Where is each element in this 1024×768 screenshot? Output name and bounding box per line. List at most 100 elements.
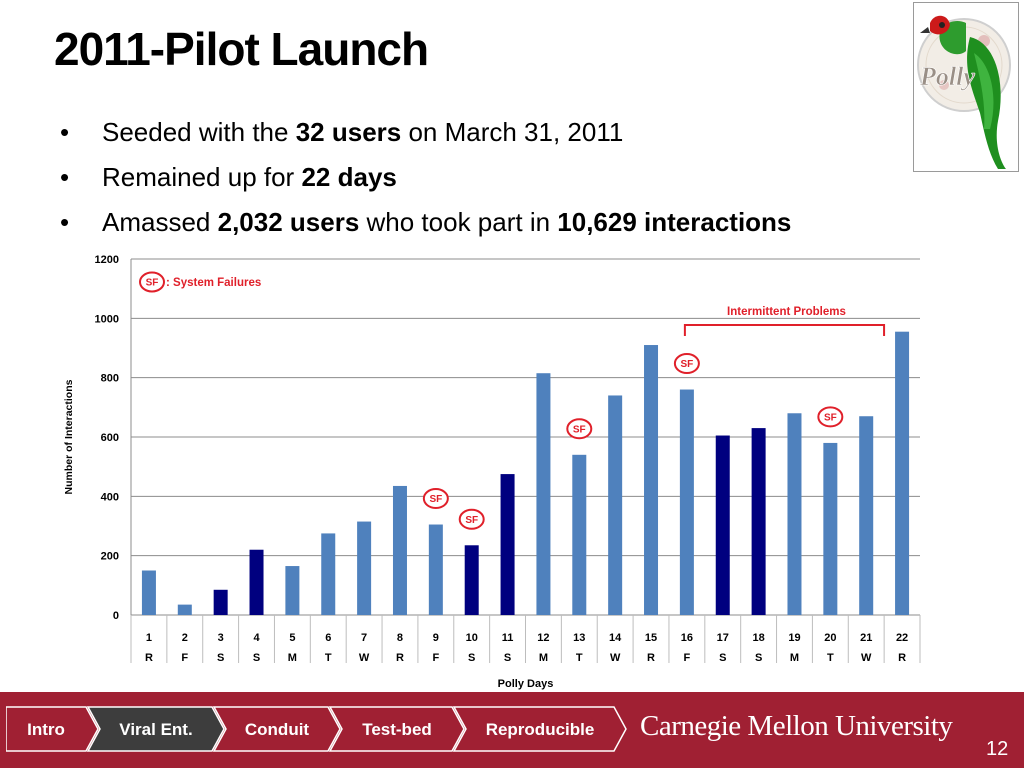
- bullet-marker: •: [60, 117, 70, 147]
- weekday-label: S: [719, 652, 726, 664]
- bar: [249, 549, 264, 615]
- x-tick-label: 15: [645, 632, 657, 644]
- weekday-label: F: [432, 652, 439, 664]
- bullet-marker: •: [60, 162, 70, 192]
- breadcrumb-label: Viral Ent.: [119, 720, 192, 739]
- annotation-bracket: [683, 324, 886, 336]
- weekday-label: F: [684, 652, 691, 664]
- annotation-text: Intermittent Problems: [727, 306, 846, 318]
- breadcrumb-chevron: [6, 706, 99, 752]
- polly-logo: Polly: [913, 2, 1019, 172]
- weekday-label: M: [288, 652, 297, 664]
- system-failure-badge: [566, 418, 593, 440]
- bar: [392, 485, 407, 615]
- system-failure-badge: [458, 508, 485, 530]
- system-failure-badge: [673, 353, 700, 375]
- bar: [536, 373, 551, 615]
- y-axis-label: Number of Interactions: [63, 379, 75, 494]
- bullet-item: • Amassed 2,032 users who took part in 10…: [60, 200, 791, 245]
- breadcrumb-item-intro[interactable]: Intro: [6, 706, 99, 752]
- x-tick-label: 9: [433, 632, 439, 644]
- weekday-label: S: [468, 652, 475, 664]
- breadcrumb-label: Test-bed: [362, 720, 432, 739]
- bullet-item: • Remained up for 22 days: [60, 155, 791, 200]
- breadcrumb-label: Intro: [27, 720, 65, 739]
- bullet-emphasis: 32 users: [295, 117, 402, 147]
- x-tick-label: 7: [361, 632, 367, 644]
- system-failure-label: SF: [824, 412, 837, 423]
- x-tick-label: 22: [896, 632, 908, 644]
- system-failure-label: SF: [573, 424, 586, 435]
- x-tick-label: 19: [788, 632, 800, 644]
- x-tick-label: 14: [609, 632, 622, 644]
- bullet-text: who took part in: [359, 207, 558, 237]
- bullet-text: Amassed: [102, 207, 218, 237]
- y-tick-label: 800: [101, 373, 119, 385]
- x-tick-label: 16: [681, 632, 693, 644]
- bar: [285, 566, 300, 615]
- breadcrumb-chevron: [212, 706, 341, 752]
- bar: [859, 416, 874, 615]
- bar: [787, 413, 802, 615]
- page-number: 12: [986, 738, 1009, 760]
- weekday-label: M: [539, 652, 548, 664]
- system-failure-label: SF: [680, 359, 693, 370]
- weekday-label: T: [325, 652, 332, 664]
- system-failure-label: SF: [429, 494, 442, 505]
- bar: [357, 521, 372, 615]
- weekday-label: S: [755, 652, 762, 664]
- y-tick-label: 1200: [95, 254, 119, 266]
- bullet-emphasis: 2,032 users: [217, 207, 360, 237]
- bar: [428, 524, 443, 615]
- university-logo-text: Carnegie Mellon University: [640, 710, 953, 742]
- system-failure-badge: [817, 406, 844, 428]
- breadcrumb-label: Reproducible: [486, 720, 595, 739]
- weekday-label: W: [610, 652, 621, 664]
- x-tick-label: 3: [218, 632, 224, 644]
- breadcrumb-chevron: [86, 706, 225, 752]
- x-tick-label: 20: [824, 632, 836, 644]
- bar: [751, 428, 766, 615]
- x-tick-label: 1: [146, 632, 152, 644]
- x-tick-label: 18: [752, 632, 764, 644]
- y-tick-label: 600: [101, 432, 119, 444]
- weekday-label: S: [253, 652, 260, 664]
- weekday-label: T: [576, 652, 583, 664]
- interactions-chart: 0 200 400 600 800 1000 1200 1 R 2 F 3 S 4 S 5 M 6 T 7 W 8 R 9 F 1…: [58, 248, 932, 692]
- x-tick-label: 8: [397, 632, 403, 644]
- y-tick-label: 200: [101, 551, 119, 563]
- weekday-label: W: [359, 652, 370, 664]
- x-tick-label: 13: [573, 632, 585, 644]
- breadcrumb-item-viral-ent[interactable]: Viral Ent.: [86, 706, 225, 752]
- bullet-emphasis: 22 days: [301, 162, 397, 192]
- y-tick-label: 400: [101, 491, 119, 503]
- x-tick-label: 6: [325, 632, 331, 644]
- page-title: 2011-Pilot Launch: [54, 23, 429, 75]
- y-tick-label: 1000: [95, 313, 119, 325]
- y-tick-label: 0: [113, 610, 119, 622]
- parrot-logo-image: Polly: [917, 15, 1011, 169]
- bar: [572, 454, 587, 615]
- system-failure-label: SF: [146, 278, 159, 289]
- breadcrumb-item-reproducible[interactable]: Reproducible: [452, 706, 627, 752]
- x-tick-label: 10: [466, 632, 478, 644]
- x-tick-label: 2: [182, 632, 188, 644]
- bar-chart: 0 200 400 600 800 1000 1200 1 R 2 F 3 S 4 S 5 M 6 T 7 W 8 R 9 F 1…: [63, 254, 921, 690]
- x-tick-label: 11: [502, 632, 514, 644]
- breadcrumb-item-test-bed[interactable]: Test-bed: [328, 706, 465, 752]
- logo-text: Polly: [919, 62, 975, 91]
- breadcrumb-label: Conduit: [245, 720, 310, 739]
- weekday-label: F: [181, 652, 188, 664]
- bar: [644, 345, 659, 615]
- x-tick-label: 21: [860, 632, 872, 644]
- bullet-text: Seeded with the: [102, 117, 296, 147]
- weekday-label: R: [647, 652, 655, 664]
- bar: [895, 331, 910, 615]
- weekday-label: T: [827, 652, 834, 664]
- breadcrumb-item-conduit[interactable]: Conduit: [212, 706, 341, 752]
- breadcrumb-chevron: [452, 706, 627, 752]
- legend-text: : System Failures: [166, 277, 261, 289]
- weekday-label: S: [217, 652, 224, 664]
- bar: [679, 389, 694, 615]
- bar: [213, 589, 228, 615]
